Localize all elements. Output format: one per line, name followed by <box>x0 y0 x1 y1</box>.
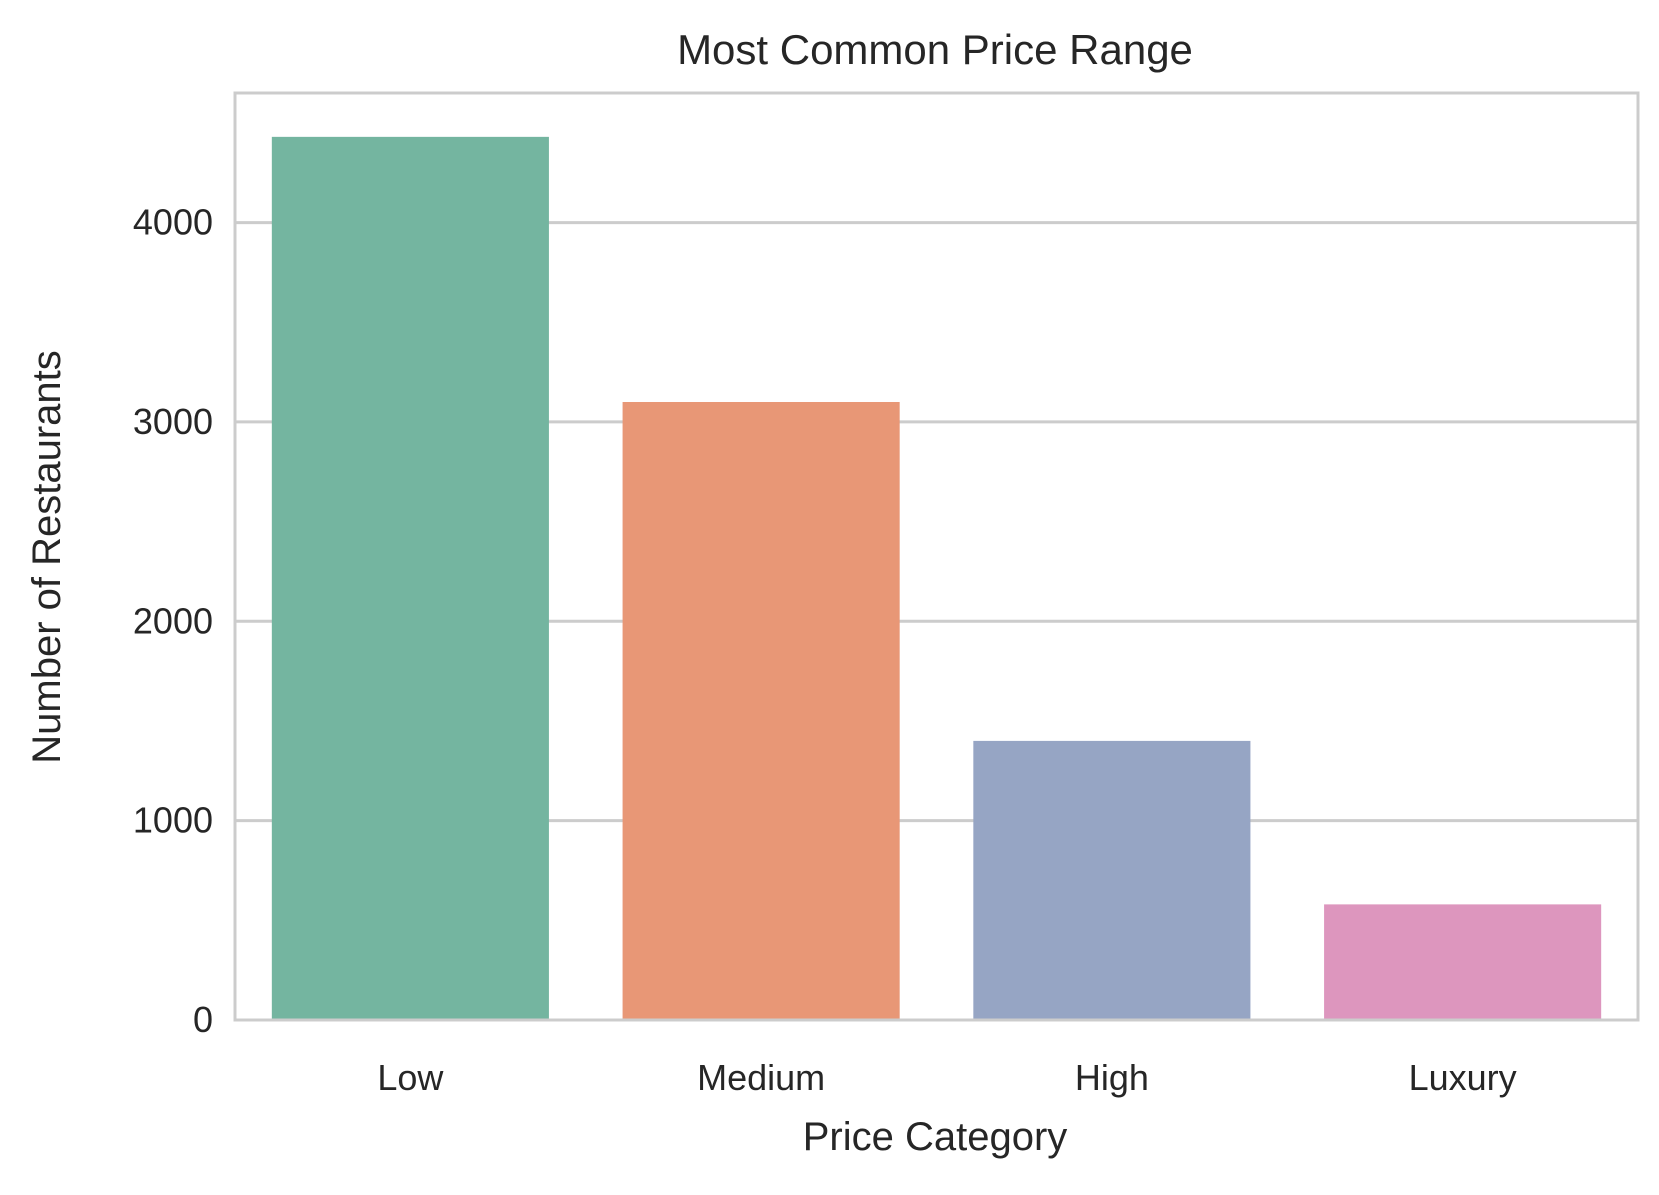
bars <box>271 136 1602 1019</box>
y-tick-label: 0 <box>193 999 213 1040</box>
bar-luxury <box>1324 904 1602 1019</box>
y-axis-ticks: 0 1000 2000 3000 4000 <box>133 202 213 1040</box>
bar-low <box>271 136 549 1019</box>
chart-title: Most Common Price Range <box>677 26 1193 73</box>
y-tick-label: 3000 <box>133 401 213 442</box>
bar-high <box>973 740 1251 1019</box>
x-tick-label: Medium <box>697 1057 825 1098</box>
x-tick-label: Luxury <box>1409 1057 1517 1098</box>
x-axis-label: Price Category <box>803 1115 1068 1159</box>
x-axis-ticks: Low Medium High Luxury <box>377 1057 1516 1098</box>
y-axis-label: Number of Restaurants <box>25 350 69 764</box>
y-tick-label: 4000 <box>133 202 213 243</box>
x-tick-label: Low <box>377 1057 444 1098</box>
y-tick-label: 1000 <box>133 800 213 841</box>
plot-frame <box>233 91 1640 1022</box>
bar-medium <box>622 402 900 1019</box>
y-tick-label: 2000 <box>133 600 213 641</box>
x-tick-label: High <box>1075 1057 1149 1098</box>
